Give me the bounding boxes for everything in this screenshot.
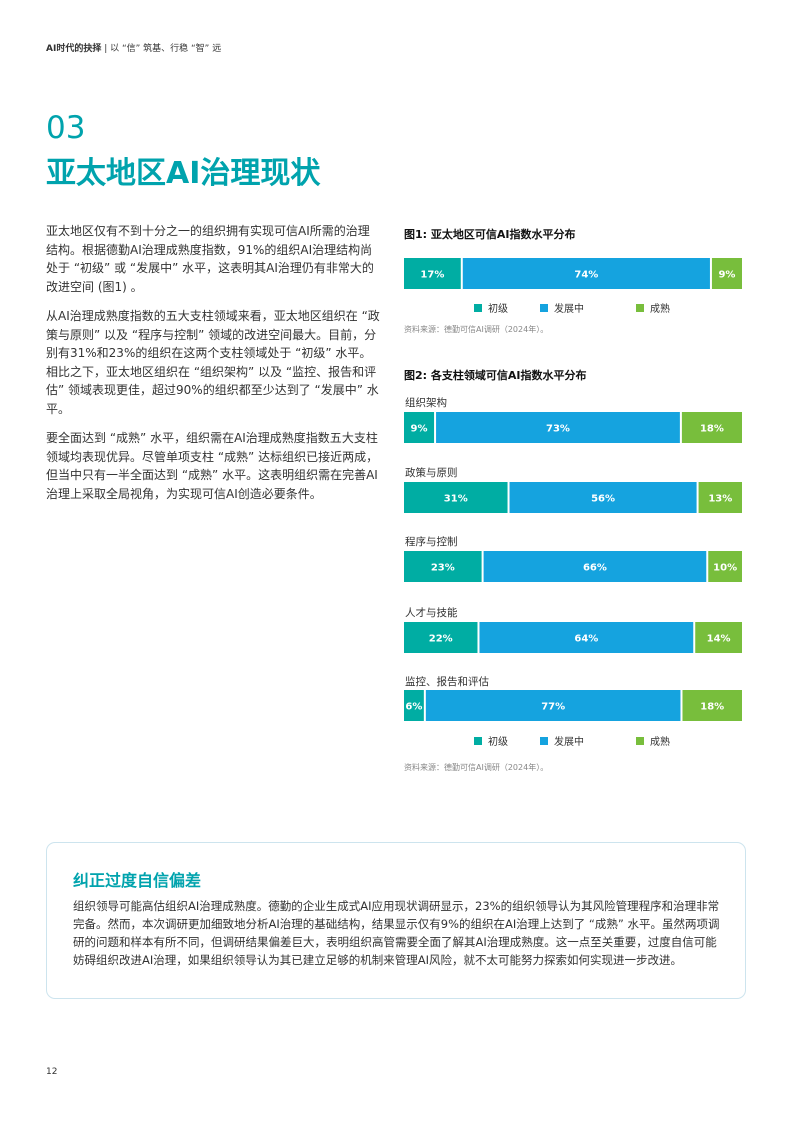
bar-data-label: 77% bbox=[541, 702, 565, 713]
header-separator: | bbox=[101, 44, 111, 54]
legend-item-mature: 成熟 bbox=[636, 733, 670, 748]
bar-segment-mature bbox=[711, 258, 742, 289]
pillar-label: 组织架构 bbox=[405, 397, 447, 409]
bar-data-label: 73% bbox=[546, 424, 570, 435]
legend-item-developing: 发展中 bbox=[540, 733, 636, 748]
bar-data-label: 18% bbox=[700, 424, 724, 435]
page-number: 12 bbox=[46, 1067, 58, 1077]
bar-data-label: 23% bbox=[431, 563, 455, 574]
body-paragraph: 要全面达到 “成熟” 水平，组织需在AI治理成熟度指数五大支柱领域均表现优异。尽… bbox=[46, 431, 379, 501]
bar-data-label: 18% bbox=[700, 702, 724, 713]
legend-swatch-beginner bbox=[474, 303, 482, 312]
bar-data-label: 17% bbox=[420, 270, 444, 281]
bar-segment-beginner bbox=[404, 551, 482, 582]
bar-data-label: 13% bbox=[708, 494, 732, 505]
figure2-bar-row: 9% 73% 18% bbox=[404, 412, 742, 443]
legend-label: 发展中 bbox=[554, 304, 584, 315]
bar-data-label: 64% bbox=[574, 634, 598, 645]
bar-segment-beginner bbox=[404, 258, 461, 289]
legend-swatch-beginner bbox=[474, 736, 482, 745]
figure2-bar-row: 31% 56% 13% bbox=[404, 482, 742, 513]
bar-segment-developing bbox=[425, 690, 681, 721]
figure1-chart: 17% 74% 9% bbox=[404, 258, 742, 289]
bar-segment-beginner bbox=[404, 412, 435, 443]
figure1-source: 资料来源：德勤可信AI调研（2024年）。 bbox=[404, 325, 549, 334]
bar-data-label: 6% bbox=[405, 702, 422, 713]
bar-data-label: 31% bbox=[444, 494, 468, 505]
bar-segment-mature bbox=[682, 690, 742, 721]
bar-data-label: 10% bbox=[713, 563, 737, 574]
section-number: 03 bbox=[46, 110, 86, 146]
figure2-title: 图2: 各支柱领域可信AI指数水平分布 bbox=[404, 369, 587, 382]
figure2-bar-row: 6% 77% 18% bbox=[404, 690, 742, 721]
legend-swatch-mature bbox=[636, 303, 644, 312]
legend-label: 发展中 bbox=[554, 737, 584, 748]
bar-data-label: 74% bbox=[574, 270, 598, 281]
figure1-title: 图1: 亚太地区可信AI指数水平分布 bbox=[404, 228, 576, 241]
figure2-bar-row: 23% 66% 10% bbox=[404, 551, 742, 582]
legend-label: 成熟 bbox=[650, 737, 670, 748]
bar-data-label: 9% bbox=[718, 270, 735, 281]
figure2-bar-row: 22% 64% 14% bbox=[404, 622, 742, 653]
section-title: 亚太地区AI治理现状 bbox=[46, 156, 321, 191]
running-header: AI时代的抉择 | 以 “信” 筑基、行稳 “智” 远 bbox=[46, 41, 221, 54]
legend-label: 初级 bbox=[488, 737, 508, 748]
legend-item-developing: 发展中 bbox=[540, 300, 636, 315]
legend-swatch-mature bbox=[636, 736, 644, 745]
pillar-label: 监控、报告和评估 bbox=[405, 676, 489, 688]
bar-data-label: 56% bbox=[591, 494, 615, 505]
bar-segment-developing bbox=[462, 258, 710, 289]
bar-segment-beginner bbox=[404, 622, 478, 653]
legend-item-beginner: 初级 bbox=[474, 733, 540, 748]
pillar-label: 人才与技能 bbox=[405, 607, 458, 619]
legend-label: 初级 bbox=[488, 304, 508, 315]
callout-title: 纠正过度自信偏差 bbox=[73, 871, 202, 890]
pillar-label: 政策与原则 bbox=[405, 467, 458, 479]
bar-data-label: 9% bbox=[411, 424, 428, 435]
bar-segment-developing bbox=[483, 551, 707, 582]
bar-data-label: 66% bbox=[583, 563, 607, 574]
legend-item-beginner: 初级 bbox=[474, 300, 540, 315]
figure1-legend: 初级 发展中 成熟 bbox=[474, 300, 670, 315]
bar-segment-developing bbox=[479, 622, 694, 653]
header-title: AI时代的抉择 bbox=[46, 44, 102, 54]
legend-swatch-developing bbox=[540, 303, 548, 312]
body-text: 亚太地区仅有不到十分之一的组织拥有实现可信AI所需的治理结构。根据德勤AI治理成… bbox=[46, 222, 380, 514]
bar-segment-mature bbox=[698, 482, 742, 513]
legend-swatch-developing bbox=[540, 736, 548, 745]
figure2-legend: 初级 发展中 成熟 bbox=[474, 733, 670, 748]
bar-segment-beginner bbox=[404, 690, 424, 721]
bar-data-label: 14% bbox=[707, 634, 731, 645]
legend-label: 成熟 bbox=[650, 304, 670, 315]
bar-segment-developing bbox=[436, 412, 680, 443]
bar-data-label: 22% bbox=[429, 634, 453, 645]
legend-item-mature: 成熟 bbox=[636, 300, 670, 315]
bar-segment-mature bbox=[681, 412, 742, 443]
bar-segment-mature bbox=[708, 551, 742, 582]
header-subtitle: 以 “信” 筑基、行稳 “智” 远 bbox=[110, 44, 222, 54]
figure2-source: 资料来源：德勤可信AI调研（2024年）。 bbox=[404, 763, 549, 772]
callout-text: 组织领导可能高估组织AI治理成熟度。德勤的企业生成式AI应用现状调研显示，23%… bbox=[73, 899, 720, 967]
body-paragraph: 亚太地区仅有不到十分之一的组织拥有实现可信AI所需的治理结构。根据德勤AI治理成… bbox=[46, 224, 374, 294]
callout-box: 纠正过度自信偏差 组织领导可能高估组织AI治理成熟度。德勤的企业生成式AI应用现… bbox=[46, 842, 746, 999]
bar-segment-mature bbox=[695, 622, 742, 653]
body-paragraph: 从AI治理成熟度指数的五大支柱领域来看，亚太地区组织在 “政策与原则” 以及 “… bbox=[46, 309, 380, 416]
bar-segment-developing bbox=[509, 482, 697, 513]
bar-segment-beginner bbox=[404, 482, 508, 513]
pillar-label: 程序与控制 bbox=[405, 536, 458, 548]
